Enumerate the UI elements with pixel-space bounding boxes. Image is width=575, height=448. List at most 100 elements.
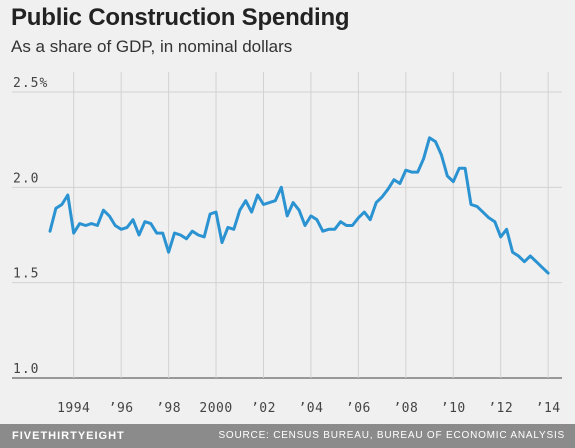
data-point: [167, 251, 170, 253]
data-point: [529, 255, 532, 257]
data-point: [227, 226, 229, 229]
data-point: [499, 236, 502, 238]
grid-layer: [12, 72, 562, 379]
data-point: [351, 224, 354, 227]
data-point: [90, 222, 93, 225]
data-point: [488, 217, 490, 219]
data-point: [511, 251, 514, 253]
y-tick-label: 2.5%: [13, 76, 48, 91]
data-point: [84, 224, 87, 227]
data-point: [286, 215, 289, 217]
data-point: [310, 215, 312, 217]
data-point: [72, 232, 75, 234]
x-tick-label: ’08: [393, 401, 418, 416]
data-point: [304, 224, 306, 227]
data-point: [55, 207, 57, 210]
data-point: [173, 232, 176, 234]
x-tick-label: 1994: [57, 401, 90, 416]
data-point: [541, 266, 544, 269]
x-tick-label: 2000: [199, 401, 232, 416]
data-point: [250, 211, 253, 213]
data-point: [493, 220, 496, 223]
chart-subtitle: As a share of GDP, in nominal dollars: [11, 37, 293, 56]
data-point: [78, 222, 81, 225]
data-point: [547, 272, 549, 274]
data-point: [393, 178, 395, 181]
data-point: [523, 260, 526, 263]
data-point: [197, 234, 200, 236]
data-point: [262, 203, 265, 206]
data-point: [292, 201, 294, 204]
data-point: [428, 136, 431, 139]
data-point: [357, 217, 360, 219]
data-point: [333, 228, 336, 231]
data-point: [399, 182, 401, 185]
data-point: [280, 186, 283, 189]
data-point: [215, 211, 217, 213]
data-point: [452, 180, 455, 183]
data-point: [410, 171, 413, 173]
data-point: [66, 194, 69, 196]
x-tick-label: ’12: [488, 401, 513, 416]
data-point: [422, 157, 425, 160]
tick-label-layer: 1.0 1.5 2.0 2.5% 1994 ’96 ’98 2000 ’02 ’04 ’06 ’08 ’…: [13, 76, 561, 416]
data-point: [327, 228, 330, 231]
y-tick-label: 2.0: [13, 171, 39, 186]
data-point: [114, 224, 117, 227]
data-point: [339, 220, 342, 223]
x-tick-label: ’98: [156, 401, 181, 416]
data-point: [96, 224, 99, 227]
data-point: [440, 154, 443, 156]
data-point: [381, 196, 383, 198]
data-point: [203, 236, 205, 238]
data-point: [155, 232, 158, 234]
brand-logo-text: FIVETHIRTYEIGHT: [12, 430, 125, 442]
data-point: [179, 234, 182, 236]
data-point: [434, 140, 437, 143]
data-point: [387, 188, 389, 191]
data-point: [535, 260, 538, 263]
data-point: [185, 238, 188, 240]
x-tick-label: ’14: [536, 401, 561, 416]
data-point: [61, 203, 63, 206]
series-line: [48, 136, 550, 275]
data-point: [482, 211, 484, 213]
data-point: [120, 228, 122, 231]
footer-bar: FIVETHIRTYEIGHT SOURCE: CENSUS BUREAU, B…: [0, 424, 575, 448]
x-tick-label: ’04: [298, 401, 323, 416]
data-point: [150, 222, 152, 225]
source-note: SOURCE: CENSUS BUREAU, BUREAU OF ECONOMI…: [218, 430, 565, 441]
y-tick-label: 1.5: [13, 267, 39, 282]
x-tick-label: ’96: [109, 401, 134, 416]
chart-title: Public Construction Spending: [11, 4, 350, 31]
data-point: [363, 211, 366, 213]
data-point: [221, 241, 223, 244]
data-point: [470, 203, 472, 206]
data-point: [108, 215, 111, 217]
data-point: [476, 205, 478, 208]
y-tick-label: 1.0: [13, 362, 39, 377]
data-point: [144, 220, 146, 223]
data-point: [316, 218, 318, 221]
data-point: [464, 167, 466, 170]
data-point: [132, 218, 134, 221]
data-point: [405, 169, 407, 171]
line-chart: 1.0 1.5 2.0 2.5% 1994 ’96 ’98 2000 ’02 ’04 ’06 ’08 ’…: [12, 72, 562, 416]
data-point: [369, 218, 372, 221]
data-point: [345, 224, 348, 227]
data-point: [298, 209, 300, 212]
data-point: [126, 226, 128, 229]
data-point: [517, 255, 520, 257]
data-point: [209, 213, 211, 215]
data-point: [102, 209, 105, 212]
data-point: [505, 228, 508, 231]
data-point: [244, 199, 247, 202]
x-tick-label: ’10: [441, 401, 466, 416]
data-point: [138, 234, 140, 236]
data-point: [321, 230, 324, 232]
data-point: [233, 228, 235, 231]
data-point: [458, 167, 460, 170]
data-point: [274, 199, 277, 202]
data-point: [375, 201, 377, 204]
data-point: [238, 209, 241, 212]
